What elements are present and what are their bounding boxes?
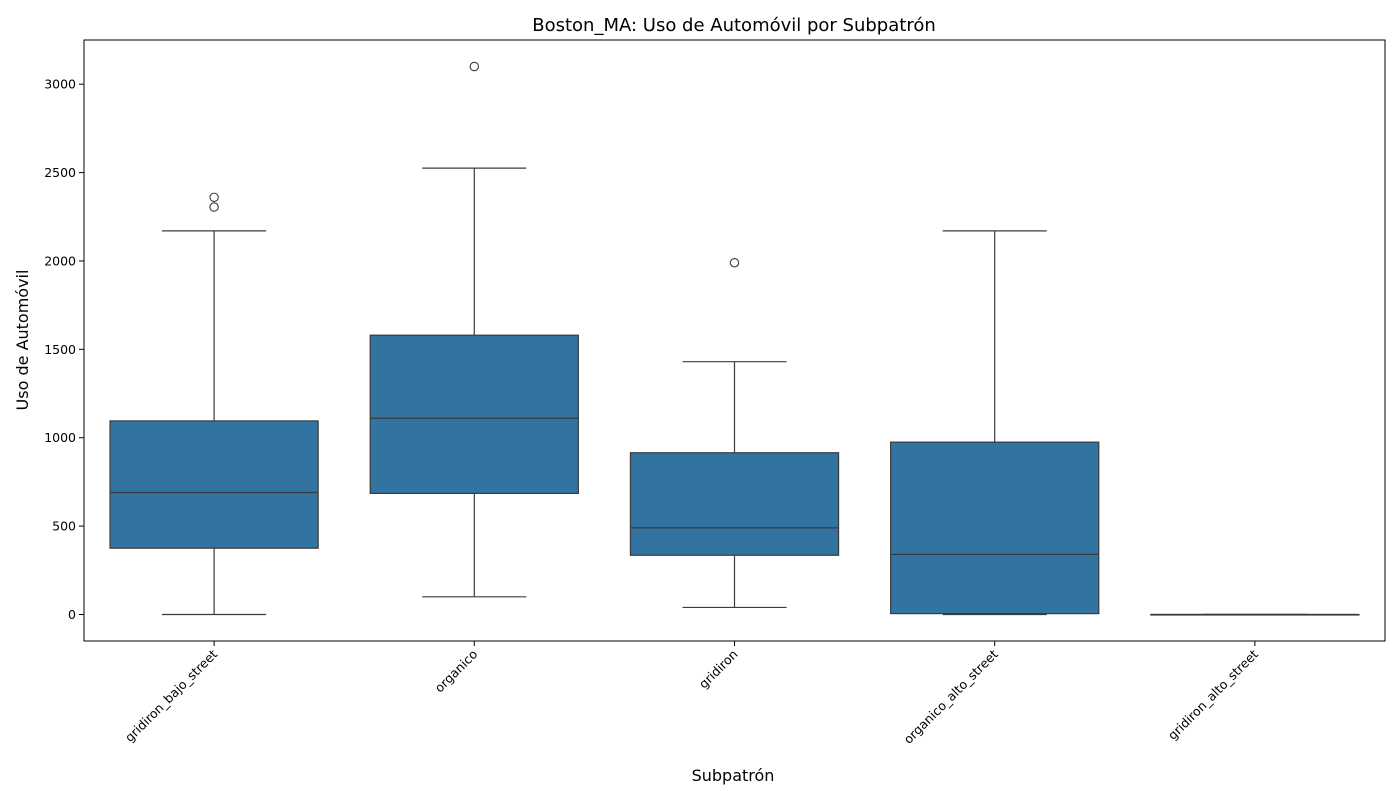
iqr-box [109,420,319,549]
x-axis: gridiron_bajo_street organico gridiron orga… [122,641,1261,747]
iqr-box [629,452,840,556]
box-organico_alto_street [890,230,1100,616]
y-tick-label: 3000 [44,77,76,92]
outlier-point [729,257,740,268]
outlier-point [469,61,480,72]
y-tick-label: 2500 [44,165,76,180]
x-tick-label: organico_alto_street [901,646,1001,746]
x-tick-label: gridiron [696,647,741,692]
y-tick-label: 0 [68,607,76,622]
y-tick-label: 500 [52,519,76,534]
box-gridiron_alto_street [1150,613,1360,616]
x-tick-label: gridiron_alto_street [1165,646,1261,742]
box-gridiron_bajo_street [109,192,319,616]
x-axis-label: Subpatrón [692,766,775,785]
box-series [109,61,1360,616]
x-tick-label: organico [432,647,481,696]
chart-title: Boston_MA: Uso de Automóvil por Subpatró… [532,15,936,36]
x-tick-label: gridiron_bajo_street [122,646,220,744]
y-tick-label: 1000 [44,430,76,445]
y-tick-label: 1500 [44,342,76,357]
y-tick-label: 2000 [44,253,76,268]
box-organico [369,61,579,598]
y-axis: 0 500 1000 1500 2000 2500 3000 [44,77,84,622]
outlier-point [209,192,219,203]
iqr-box [369,334,579,495]
outlier-point [209,202,219,212]
box-gridiron [629,257,840,609]
y-axis-label: Uso de Automóvil [13,270,32,411]
iqr-box [890,441,1100,615]
